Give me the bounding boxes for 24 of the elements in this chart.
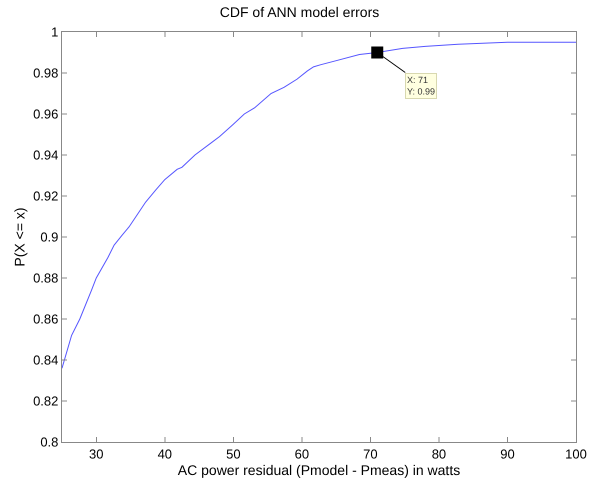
x-axis-title: AC power residual (Pmodel - Pmeas) in watts <box>178 462 460 478</box>
line-series <box>62 42 576 369</box>
y-tick-label: 0.94 <box>33 148 58 163</box>
y-tick-label: 0.9 <box>40 230 58 245</box>
annotation: X: 71 Y: 0.99 <box>407 75 436 97</box>
x-tick-label: 30 <box>89 446 104 462</box>
y-tick-label: 0.82 <box>33 394 58 409</box>
y-tick-label: 0.98 <box>33 66 58 81</box>
y-tick-label: 0.84 <box>33 352 58 368</box>
y-tick-label: 0.88 <box>33 270 58 286</box>
y-tick-label: 0.92 <box>33 188 58 204</box>
y-tick-label: 0.86 <box>33 312 58 327</box>
x-tick-label: 40 <box>158 446 172 462</box>
x-tick-label: 90 <box>500 446 515 462</box>
x-tick-label: 70 <box>363 446 378 462</box>
x-tick-label: 100 <box>565 446 587 462</box>
y-tick-label: 0.8 <box>40 434 58 450</box>
chart-title: CDF of ANN model errors <box>220 4 380 20</box>
y-axis-title: P(X <= x) <box>12 207 28 267</box>
y-tick-label: 1 <box>51 24 58 40</box>
y-tick-label: 0.96 <box>33 106 58 122</box>
x-tick-label: 80 <box>432 446 446 462</box>
x-tick-label: 50 <box>226 446 241 462</box>
x-tick-label: 60 <box>294 446 310 462</box>
